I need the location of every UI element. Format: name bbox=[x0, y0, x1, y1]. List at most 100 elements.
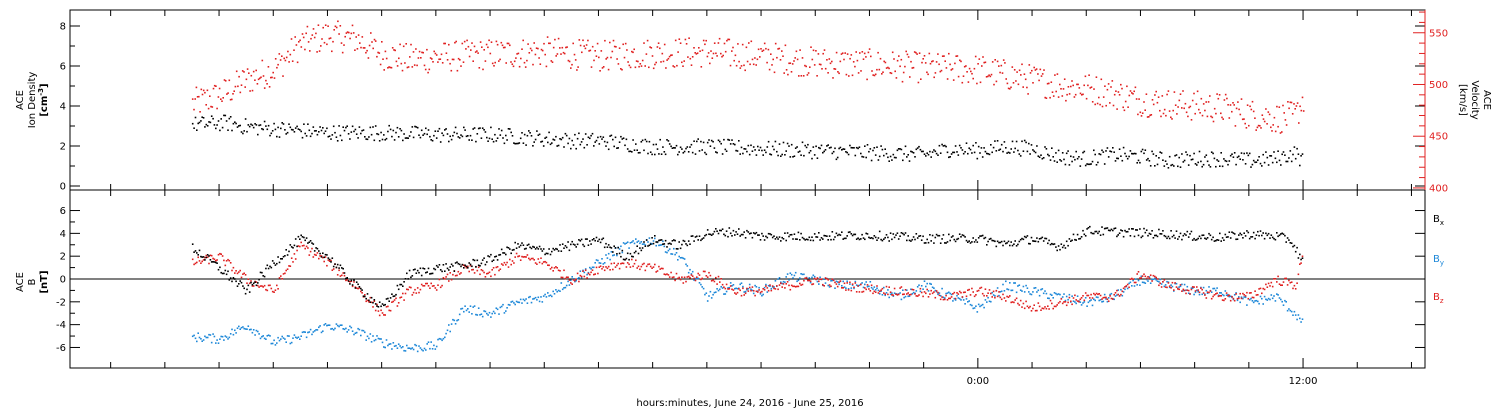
bz-point bbox=[744, 292, 747, 295]
bz-point bbox=[383, 314, 385, 316]
density-point bbox=[438, 127, 441, 130]
by-point bbox=[1258, 302, 1260, 305]
by-point bbox=[528, 296, 530, 299]
velocity-point bbox=[1271, 130, 1273, 132]
bx-point bbox=[1151, 230, 1153, 232]
density-point bbox=[441, 132, 443, 134]
bx-point bbox=[629, 252, 632, 255]
bx-point bbox=[357, 283, 359, 286]
velocity-point bbox=[767, 48, 770, 51]
velocity-point bbox=[1098, 96, 1100, 99]
bx-point bbox=[1225, 236, 1228, 238]
bz-point bbox=[1274, 278, 1277, 280]
bx-point bbox=[1143, 227, 1145, 230]
density-point bbox=[944, 144, 946, 147]
bx-point bbox=[381, 303, 384, 305]
bx-point bbox=[1258, 234, 1260, 237]
density-point bbox=[580, 141, 583, 143]
velocity-point bbox=[257, 78, 260, 81]
density-point bbox=[906, 156, 908, 158]
density-point bbox=[499, 134, 502, 136]
bz-point bbox=[248, 282, 251, 285]
bx-point bbox=[1048, 239, 1050, 242]
velocity-point bbox=[587, 39, 589, 42]
by-point bbox=[453, 319, 456, 322]
by-point bbox=[697, 277, 699, 280]
velocity-point bbox=[622, 43, 624, 46]
bx-point bbox=[465, 265, 468, 268]
by-point bbox=[616, 254, 618, 257]
by-point bbox=[495, 307, 498, 309]
bz-point bbox=[942, 298, 945, 301]
by-point bbox=[334, 327, 336, 330]
by-point bbox=[721, 287, 724, 289]
velocity-point bbox=[472, 60, 474, 62]
density-point bbox=[603, 140, 606, 143]
bx-point bbox=[311, 242, 313, 244]
density-point bbox=[429, 135, 431, 138]
by-point bbox=[682, 257, 685, 260]
bz-point bbox=[635, 259, 637, 262]
bx-point bbox=[1163, 234, 1166, 237]
density-point bbox=[548, 131, 550, 134]
bz-point bbox=[725, 283, 728, 286]
velocity-point bbox=[1081, 94, 1083, 96]
bz-point bbox=[609, 269, 611, 271]
density-point bbox=[846, 151, 848, 154]
density-point bbox=[290, 128, 293, 131]
bz-point bbox=[873, 290, 876, 293]
bx-point bbox=[410, 276, 412, 279]
bz-point bbox=[654, 263, 656, 266]
density-point bbox=[328, 135, 331, 137]
velocity-point bbox=[1187, 115, 1189, 118]
density-point bbox=[472, 128, 474, 130]
bx-point bbox=[1125, 231, 1128, 233]
velocity-point bbox=[976, 82, 978, 85]
bx-point bbox=[727, 235, 729, 238]
by-point bbox=[425, 349, 427, 351]
by-point bbox=[467, 308, 469, 310]
velocity-point bbox=[691, 56, 694, 58]
bx-point bbox=[461, 263, 464, 266]
by-point bbox=[1166, 280, 1168, 283]
bz-point bbox=[1210, 297, 1213, 300]
velocity-point bbox=[616, 58, 618, 60]
bz-point bbox=[599, 265, 602, 267]
by-point bbox=[694, 277, 697, 280]
density-point bbox=[1102, 151, 1105, 153]
velocity-point bbox=[749, 63, 751, 66]
bx-point bbox=[761, 232, 763, 235]
density-point bbox=[327, 135, 330, 138]
by-point bbox=[734, 287, 736, 290]
velocity-point bbox=[982, 56, 984, 58]
density-unit-sup: -3 bbox=[37, 88, 45, 96]
density-point bbox=[1090, 163, 1092, 165]
velocity-point bbox=[548, 42, 550, 45]
density-point bbox=[212, 117, 214, 120]
bx-point bbox=[1299, 253, 1301, 256]
velocity-point bbox=[601, 67, 604, 69]
bx-point bbox=[897, 238, 900, 240]
velocity-point bbox=[1077, 83, 1079, 86]
by-point bbox=[336, 324, 339, 327]
velocity-point bbox=[610, 56, 612, 59]
bx-point bbox=[548, 248, 550, 250]
velocity-point bbox=[562, 51, 565, 54]
density-point bbox=[1269, 155, 1271, 157]
bx-point bbox=[805, 238, 808, 241]
bx-point bbox=[759, 239, 762, 241]
density-point bbox=[1137, 159, 1140, 162]
density-point bbox=[251, 124, 254, 127]
by-point bbox=[759, 293, 762, 295]
velocity-point bbox=[613, 45, 616, 48]
bx-point bbox=[1202, 234, 1205, 236]
density-point bbox=[1267, 164, 1270, 166]
bx-point bbox=[320, 256, 323, 258]
velocity-point bbox=[400, 62, 403, 65]
bz-point bbox=[1114, 292, 1117, 294]
velocity-point bbox=[490, 41, 493, 43]
velocity-point bbox=[588, 50, 590, 52]
bx-point bbox=[301, 236, 304, 238]
velocity-point bbox=[1063, 78, 1066, 80]
bz-point bbox=[418, 291, 420, 294]
